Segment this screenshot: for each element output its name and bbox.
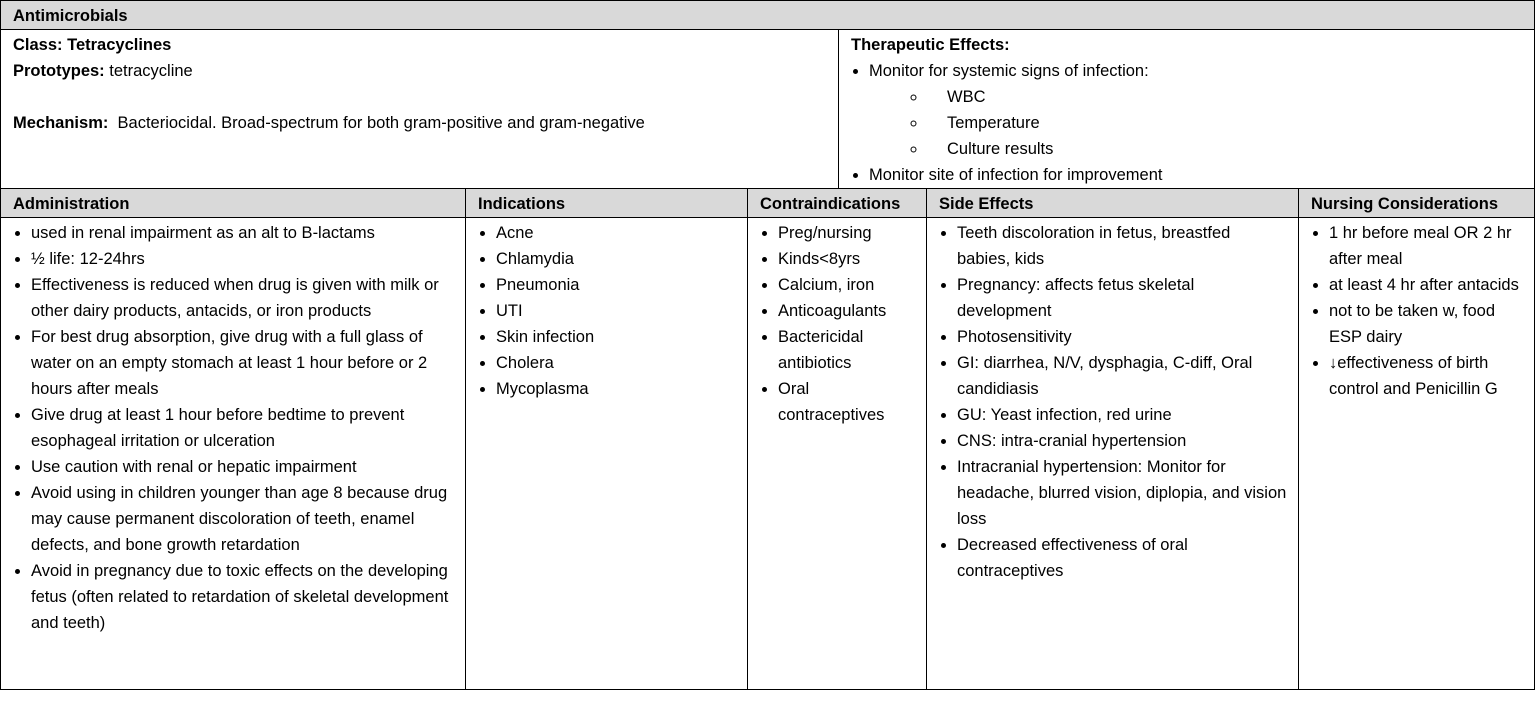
column-item: Pregnancy: affects fetus skeletal develo… [957, 272, 1288, 324]
column-item: Intracranial hypertension: Monitor for h… [957, 454, 1288, 532]
column-item: 1 hr before meal OR 2 hr after meal [1329, 220, 1524, 272]
column-item: Preg/nursing [778, 220, 916, 246]
column-item: Decreased effectiveness of oral contrace… [957, 532, 1288, 584]
column-heading: Indications [465, 188, 748, 218]
column-item: Bactericidal antibiotics [778, 324, 916, 376]
summary-table: Class: Tetracyclines Prototypes: tetracy… [0, 28, 1535, 190]
column-item: Photosensitivity [957, 324, 1288, 350]
column-item: Avoid using in children younger than age… [31, 480, 455, 558]
therapeutic-list: Monitor for systemic signs of infection:… [851, 58, 1524, 188]
detail-table: Administration Indications Contraindicatio… [0, 188, 1535, 690]
therapeutic-item: Monitor for systemic signs of infection:… [869, 58, 1524, 162]
therapeutic-sublist: WBCTemperatureCulture results [869, 84, 1524, 162]
column-heading: Administration [0, 188, 466, 218]
class-cell: Class: Tetracyclines Prototypes: tetracy… [0, 28, 839, 190]
column-cell: Teeth discoloration in fetus, breastfed … [926, 217, 1299, 690]
column-list: 1 hr before meal OR 2 hr after mealat le… [1311, 220, 1524, 402]
column-item: GU: Yeast infection, red urine [957, 402, 1288, 428]
column-cell: AcneChlamydiaPneumoniaUTISkin infectionC… [465, 217, 748, 690]
column-item: at least 4 hr after antacids [1329, 272, 1524, 298]
therapeutic-subitem: WBC [927, 84, 1524, 110]
column-item: Give drug at least 1 hour before bedtime… [31, 402, 455, 454]
column-item: Anticoagulants [778, 298, 916, 324]
column-item: ½ life: 12-24hrs [31, 246, 455, 272]
column-item: For best drug absorption, give drug with… [31, 324, 455, 402]
column-item: Cholera [496, 350, 737, 376]
column-item: Oral contraceptives [778, 376, 916, 428]
column-item: Chlamydia [496, 246, 737, 272]
column-cell: Preg/nursingKinds<8yrsCalcium, ironAntic… [747, 217, 927, 690]
column-item: Mycoplasma [496, 376, 737, 402]
column-item: Pneumonia [496, 272, 737, 298]
column-list: Preg/nursingKinds<8yrsCalcium, ironAntic… [760, 220, 916, 428]
document: Antimicrobials Class: Tetracyclines Prot… [0, 0, 1535, 690]
column-item: Avoid in pregnancy due to toxic effects … [31, 558, 455, 636]
column-item: used in renal impairment as an alt to B-… [31, 220, 455, 246]
therapeutic-subitem: Culture results [927, 136, 1524, 162]
column-list: used in renal impairment as an alt to B-… [13, 220, 455, 636]
column-list: AcneChlamydiaPneumoniaUTISkin infectionC… [478, 220, 737, 402]
column-item: Effectiveness is reduced when drug is gi… [31, 272, 455, 324]
column-item: UTI [496, 298, 737, 324]
column-item: Kinds<8yrs [778, 246, 916, 272]
therapeutic-text: Monitor for systemic signs of infection: [869, 61, 1149, 80]
therapeutic-heading: Therapeutic Effects: [851, 35, 1010, 54]
mechanism: Mechanism: Bacteriocidal. Broad-spectrum… [13, 113, 645, 132]
column-list: Teeth discoloration in fetus, breastfed … [939, 220, 1288, 584]
prototypes: Prototypes: tetracycline [13, 61, 193, 80]
column-heading: Side Effects [926, 188, 1299, 218]
column-heading: Nursing Considerations [1298, 188, 1535, 218]
column-item: Skin infection [496, 324, 737, 350]
therapeutic-item: Monitor site of infection for improvemen… [869, 162, 1524, 188]
column-cell: 1 hr before meal OR 2 hr after mealat le… [1298, 217, 1535, 690]
therapeutic-text: Monitor site of infection for improvemen… [869, 165, 1163, 184]
column-item: Calcium, iron [778, 272, 916, 298]
title: Antimicrobials [0, 0, 1535, 30]
title-table: Antimicrobials [0, 0, 1535, 30]
column-item: GI: diarrhea, N/V, dysphagia, C-diff, Or… [957, 350, 1288, 402]
therapeutic-cell: Therapeutic Effects: Monitor for systemi… [838, 28, 1535, 190]
column-item: ↓effectiveness of birth control and Peni… [1329, 350, 1524, 402]
column-item: Acne [496, 220, 737, 246]
column-heading: Contraindications [747, 188, 927, 218]
column-cell: used in renal impairment as an alt to B-… [0, 217, 466, 690]
column-item: CNS: intra-cranial hypertension [957, 428, 1288, 454]
therapeutic-subitem: Temperature [927, 110, 1524, 136]
class: Class: Tetracyclines [13, 35, 172, 54]
column-item: Teeth discoloration in fetus, breastfed … [957, 220, 1288, 272]
column-item: not to be taken w, food ESP dairy [1329, 298, 1524, 350]
column-item: Use caution with renal or hepatic impair… [31, 454, 455, 480]
